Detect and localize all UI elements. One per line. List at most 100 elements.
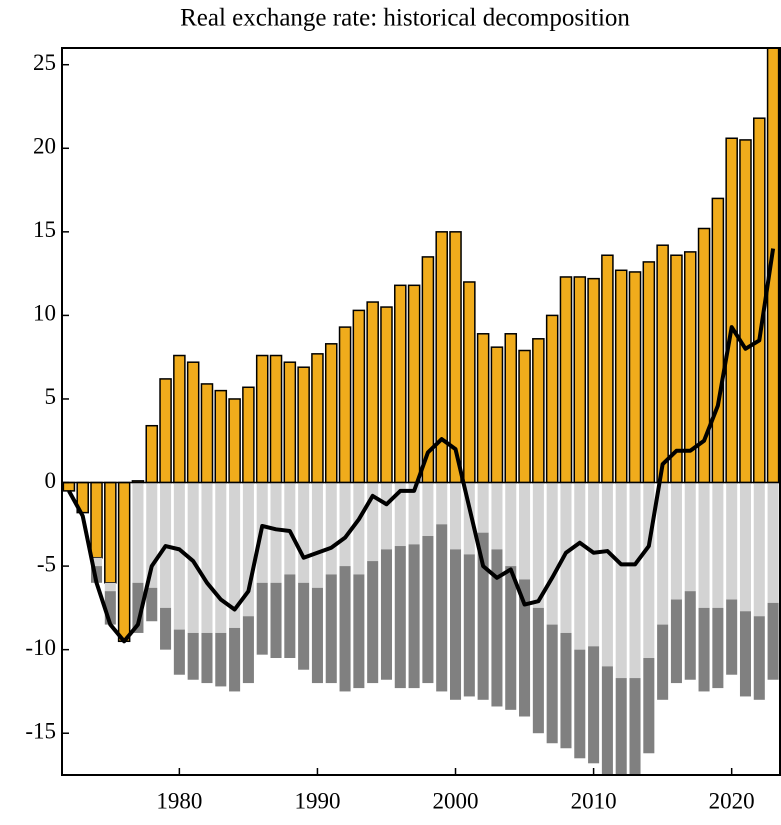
bar-segment [504, 333, 518, 484]
bar-segment [132, 482, 144, 583]
bar-segment [629, 482, 641, 679]
bar-segment [270, 482, 282, 583]
bar-segment [491, 482, 503, 550]
bar-segment [476, 333, 490, 484]
bar-segment [642, 261, 656, 484]
bar-segment [559, 276, 573, 484]
bar-segment [656, 244, 669, 484]
bar-segment [90, 557, 103, 567]
bar-segment [449, 482, 462, 550]
bar-segment [573, 276, 587, 484]
bar-segment [588, 646, 600, 764]
bar-segment [408, 482, 420, 545]
bar-segment [242, 482, 254, 617]
bar-segment [186, 361, 200, 484]
bar-segment [215, 482, 227, 633]
bar-segment [380, 549, 393, 680]
bar-segment [242, 616, 254, 684]
bar-segment [670, 599, 682, 684]
bar-segment [159, 378, 172, 484]
bar-segment [477, 532, 489, 700]
bar-segment [519, 579, 531, 717]
bar-segment [408, 544, 420, 689]
bar-segment [366, 301, 379, 484]
bar-segment [352, 309, 366, 484]
bar-segment [132, 582, 144, 633]
x-tick-label: 2020 [709, 788, 755, 813]
bar-segment [242, 386, 255, 484]
bar-segment [753, 117, 766, 484]
bar-segment [173, 354, 186, 484]
plot-area [62, 48, 780, 775]
bar-segment [229, 482, 241, 628]
bar-segment [490, 346, 504, 484]
y-tick-label: -5 [37, 551, 56, 576]
bar-segment [380, 482, 393, 550]
bar-segment [753, 482, 765, 617]
bar-segment [228, 398, 241, 484]
bar-segment [380, 306, 393, 484]
bar-segment [256, 582, 268, 655]
bar-segment [574, 649, 586, 759]
bar-segment [560, 632, 572, 749]
bar-segment [739, 139, 752, 484]
bar-segment [117, 481, 131, 643]
bar-segment [422, 482, 434, 537]
bar-segment [215, 632, 227, 687]
bar-segment [325, 482, 337, 575]
bar-segment [160, 607, 172, 650]
y-tick-label: -15 [25, 718, 56, 743]
bar-segment [767, 482, 779, 603]
bar-segment [739, 482, 752, 612]
plot-frame [61, 47, 781, 776]
bar-segment [187, 632, 199, 680]
bar-segment [297, 366, 310, 484]
bar-segment [739, 611, 752, 697]
y-tick-label: 20 [33, 134, 56, 159]
bar-segment [505, 566, 517, 710]
bar-segment [284, 482, 296, 575]
bar-segment [601, 666, 613, 775]
bar-segment [753, 616, 765, 700]
bar-segment [532, 482, 544, 608]
bar-segment [463, 281, 476, 484]
bar-segment [519, 482, 531, 580]
bar-segment [201, 632, 213, 684]
bar-segment [324, 343, 338, 484]
bar-segment [394, 546, 406, 689]
bar-segment [104, 591, 116, 625]
bar-segment [670, 482, 682, 600]
bar-segment [339, 482, 351, 567]
bar-segment [173, 482, 185, 630]
bar-segment [491, 549, 503, 707]
bar-segment [436, 482, 448, 525]
bar-segment [214, 389, 228, 484]
bar-segment [62, 481, 76, 492]
bar-segment [173, 629, 185, 675]
bar-segment [269, 354, 283, 484]
bar-segment [200, 383, 214, 484]
bar-segment [726, 599, 738, 675]
bar-segment [615, 482, 627, 679]
bar-segment [284, 574, 296, 659]
bar-segment [422, 536, 434, 684]
x-tick-label: 1990 [294, 788, 340, 813]
bar-segment [601, 254, 614, 484]
bar-segment [532, 607, 544, 734]
y-tick-label: 5 [45, 384, 57, 409]
y-tick-label: 25 [33, 50, 56, 75]
bar-segment [670, 254, 683, 484]
bar-segment [449, 549, 462, 700]
bar-segment [298, 482, 310, 583]
bar-segment [725, 137, 738, 484]
bar-segment [146, 587, 158, 622]
bar-segment [546, 482, 558, 625]
bar-segment [367, 561, 379, 684]
bar-segment [311, 482, 323, 588]
y-tick-label: 15 [33, 217, 56, 242]
bar-segment [615, 678, 627, 775]
bar-segment [255, 354, 269, 484]
bar-segment [518, 349, 531, 484]
bar-segment [367, 482, 379, 562]
y-tick-label: 0 [45, 468, 57, 493]
